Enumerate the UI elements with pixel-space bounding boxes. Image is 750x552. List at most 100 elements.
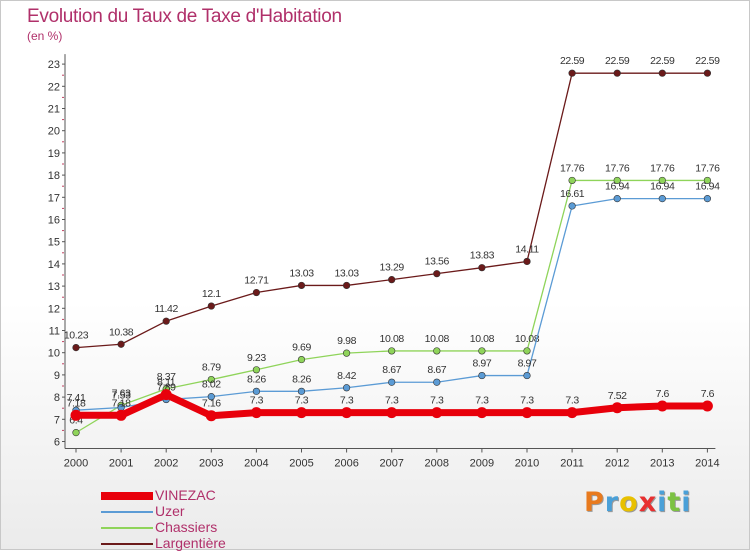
data-point	[72, 429, 80, 437]
legend-swatch	[101, 543, 153, 545]
data-label: 12.1	[202, 288, 221, 300]
data-point	[207, 375, 215, 384]
data-label: 17.76	[560, 162, 585, 174]
x-tick-label: 2004	[244, 458, 268, 470]
data-point	[478, 347, 486, 355]
data-label: 7.3	[295, 395, 309, 407]
data-point	[297, 387, 306, 395]
data-label: 22.59	[560, 55, 585, 67]
legend-swatch	[101, 492, 153, 500]
x-tick-label: 2000	[64, 458, 88, 470]
data-label: 8.79	[202, 362, 221, 374]
x-tick-label: 2005	[289, 458, 313, 470]
data-point	[252, 366, 260, 374]
y-tick-label: 9	[54, 370, 60, 382]
data-label: 22.59	[695, 55, 720, 67]
data-point	[658, 69, 666, 77]
legend-label: Chassiers	[155, 519, 218, 535]
data-point	[658, 195, 666, 203]
x-tick-label: 2001	[109, 458, 133, 470]
data-point	[613, 195, 621, 203]
x-tick-label: 2010	[515, 458, 539, 470]
legend-swatch	[101, 511, 153, 513]
y-tick-label: 22	[48, 81, 60, 93]
chart-title: Evolution du Taux de Taxe d'Habitation	[27, 6, 342, 27]
legend-label: Largentière	[155, 535, 226, 551]
data-label: 8.26	[247, 373, 266, 385]
data-point	[205, 410, 217, 422]
y-tick-label: 11	[49, 326, 60, 338]
data-point	[160, 389, 172, 401]
data-label: 13.03	[289, 267, 314, 279]
data-point	[433, 270, 441, 278]
data-label: 7.3	[520, 395, 534, 407]
x-tick-label: 2009	[470, 458, 494, 470]
data-label: 7.53	[112, 390, 131, 402]
y-tick-label: 18	[48, 170, 60, 182]
data-label: 9.23	[247, 352, 266, 364]
data-label: 7.3	[340, 395, 354, 407]
data-label: 10.08	[515, 333, 540, 345]
x-tick-label: 2012	[605, 458, 629, 470]
data-point	[386, 407, 398, 419]
data-point	[568, 69, 576, 77]
data-label: 10.08	[380, 333, 405, 345]
y-tick-label: 15	[48, 237, 60, 249]
data-point	[478, 371, 486, 380]
data-label: 8.97	[518, 358, 537, 370]
data-point	[207, 393, 215, 401]
data-label: 11.42	[154, 303, 178, 315]
data-point	[162, 317, 170, 325]
data-label: 7.3	[430, 395, 444, 407]
data-point	[433, 378, 441, 386]
data-label: 16.94	[605, 181, 630, 193]
y-tick-label: 12	[48, 303, 60, 315]
data-label: 13.83	[470, 250, 495, 262]
y-tick-label: 8	[54, 392, 60, 404]
y-tick-label: 6	[54, 437, 60, 449]
data-point	[523, 371, 531, 380]
legend-label: Uzer	[155, 503, 185, 519]
data-point	[341, 407, 353, 419]
data-label: 8.11	[157, 377, 176, 389]
data-point	[252, 387, 260, 395]
y-tick-label: 16	[48, 215, 60, 227]
data-point	[568, 176, 576, 185]
data-label: 22.59	[650, 55, 675, 67]
data-point	[207, 302, 215, 310]
data-label: 10.08	[470, 333, 495, 345]
x-tick-label: 2008	[425, 458, 449, 470]
data-label: 8.97	[472, 358, 491, 370]
x-tick-label: 2011	[560, 458, 584, 470]
data-point	[701, 400, 713, 412]
data-label: 7.63	[112, 387, 131, 399]
data-point	[431, 407, 443, 419]
data-label: 7.3	[565, 395, 579, 407]
data-point	[703, 176, 712, 185]
data-point	[72, 343, 80, 352]
data-label: 8.26	[292, 373, 311, 385]
data-label: 7.89	[157, 382, 176, 394]
y-tick-label: 10	[48, 348, 60, 360]
data-point	[611, 402, 623, 414]
data-label: 8.67	[382, 364, 401, 376]
data-point	[388, 276, 396, 284]
data-point	[478, 264, 486, 272]
data-label: 7.3	[385, 395, 399, 407]
data-point	[343, 281, 351, 290]
data-point	[476, 407, 488, 419]
data-label: 12.71	[244, 275, 269, 287]
data-point	[252, 288, 260, 297]
data-point	[521, 407, 533, 419]
data-label: 7.16	[202, 398, 221, 410]
y-tick-label: 13	[48, 281, 60, 293]
data-point	[568, 202, 576, 210]
legend-swatch	[101, 527, 153, 529]
x-tick-label: 2002	[154, 458, 178, 470]
data-label: 17.76	[695, 162, 720, 174]
data-point	[703, 69, 712, 77]
data-point	[566, 407, 578, 419]
data-point	[115, 409, 127, 421]
data-point	[613, 176, 621, 185]
x-tick-label: 2007	[379, 458, 403, 470]
